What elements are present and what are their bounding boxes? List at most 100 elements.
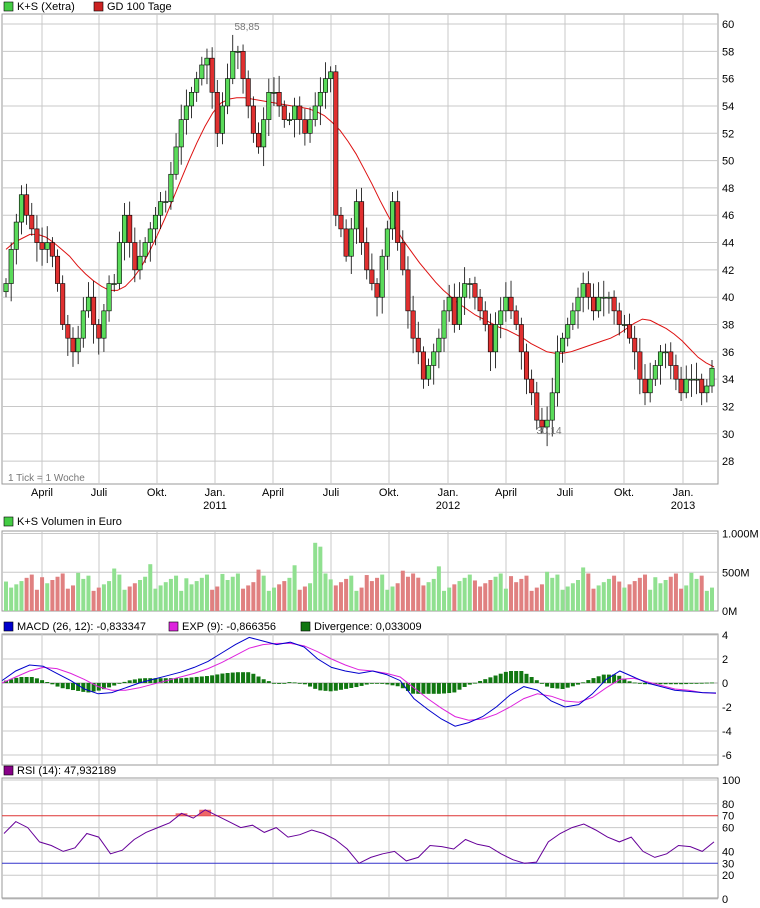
divergence-bar: [591, 678, 596, 683]
candle-body: [663, 351, 669, 354]
rsi-overbought-fill: [175, 813, 188, 816]
volume-bar: [534, 587, 539, 611]
candle-body: [85, 296, 91, 312]
divergence-bar: [354, 683, 359, 688]
volume-panel: 1.000M 500M 0M: [1, 529, 759, 618]
y-tick-label: 60: [722, 823, 734, 835]
divergence-bar: [570, 683, 575, 687]
divergence-bar: [261, 679, 266, 683]
candle-body: [596, 296, 602, 312]
candle-body: [683, 378, 689, 394]
price-legend: K+S (Xetra) GD 100 Tage: [3, 1, 172, 13]
divergence-bar: [251, 673, 256, 683]
divergence-bar: [4, 680, 8, 683]
divergence-bar: [534, 680, 539, 683]
divergence-bar: [699, 682, 704, 684]
macd-panel: 4 2 0 -2 -4 -6: [1, 630, 732, 766]
divergence-bar: [380, 683, 385, 684]
divergence-bar: [338, 683, 343, 690]
exp-legend-label: EXP (9): -0,866356: [182, 621, 276, 633]
volume-bar: [282, 581, 287, 611]
divergence-bar: [462, 683, 467, 687]
candle-body: [209, 57, 215, 93]
volume-bar: [483, 583, 488, 611]
divergence-bar: [637, 683, 642, 684]
candle-body: [323, 78, 329, 93]
divergence-bar: [457, 683, 462, 690]
candle-body: [163, 201, 169, 203]
volume-bar: [127, 586, 132, 611]
divergence-bar: [271, 682, 276, 684]
y-tick-label: 30: [722, 429, 734, 441]
candle-body: [456, 296, 462, 325]
volume-bar: [395, 583, 400, 611]
volume-bar: [24, 577, 29, 611]
divergence-bar: [581, 682, 586, 684]
candle-body: [518, 324, 524, 353]
volume-bar: [19, 581, 24, 611]
volume-bar: [60, 573, 65, 611]
y-tick-label: 1.000M: [722, 529, 759, 541]
volume-bar: [354, 590, 359, 611]
divergence-bar: [328, 683, 333, 692]
y-tick-label: 100: [722, 775, 740, 787]
volume-bar: [596, 585, 601, 611]
volume-bar: [45, 583, 50, 611]
divergence-bar: [40, 680, 45, 683]
candle-body: [39, 242, 45, 250]
volume-bar: [457, 581, 462, 611]
volume-bar: [256, 569, 261, 611]
divergence-bar: [606, 674, 611, 683]
rsi-panel: 100 80 60 40 20 0 70 30: [1, 775, 740, 906]
volume-bar: [235, 573, 240, 611]
candle-body: [132, 242, 138, 271]
divergence-bar: [601, 674, 606, 683]
divergence-bar: [184, 677, 189, 683]
divergence-bar: [679, 683, 684, 685]
divergence-bar: [235, 672, 240, 683]
volume-bar: [76, 572, 81, 611]
divergence-bar: [694, 683, 699, 684]
divergence-bar: [565, 683, 570, 688]
divergence-bar: [560, 683, 565, 689]
divergence-bar: [55, 683, 60, 687]
volume-bar: [570, 583, 575, 611]
volume-bar: [421, 585, 426, 611]
divergence-bar: [452, 683, 457, 693]
y-tick-label: -2: [722, 702, 732, 714]
volume-bar: [137, 580, 142, 611]
candle-body: [312, 105, 318, 120]
candle-body: [431, 351, 437, 366]
volume-bar: [194, 581, 199, 611]
volume-bar: [694, 578, 699, 611]
divergence-bar: [586, 680, 591, 683]
rsi-legend: RSI (14): 47,932189: [3, 765, 116, 777]
divergence-bar: [385, 683, 390, 685]
candle-body: [637, 351, 643, 380]
candle-body: [297, 105, 303, 120]
divergence-bar: [344, 683, 349, 689]
candle-body: [415, 337, 421, 353]
candle-body: [704, 385, 710, 394]
divergence-bar: [256, 676, 261, 683]
y-tick-label: 0M: [722, 606, 737, 618]
volume-legend-label: K+S Volumen in Euro: [17, 516, 122, 528]
candle-body: [127, 214, 133, 243]
volume-bar: [117, 574, 122, 611]
divergence-bar: [137, 678, 142, 683]
volume-legend-swatch: [3, 516, 14, 527]
candle-body: [348, 228, 354, 257]
candle-body: [307, 119, 313, 134]
candle-body: [379, 255, 385, 298]
divergence-bar: [122, 681, 127, 683]
volume-bar: [359, 587, 364, 611]
volume-bar: [663, 580, 668, 611]
volume-bar: [488, 580, 493, 611]
divergence-bar: [189, 677, 194, 683]
volume-bar: [699, 575, 704, 611]
divergence-bar: [50, 683, 55, 685]
volume-bar: [658, 583, 663, 611]
divergence-bar: [220, 673, 225, 683]
divergence-bar: [411, 683, 416, 694]
y-tick-label: 28: [722, 456, 734, 468]
